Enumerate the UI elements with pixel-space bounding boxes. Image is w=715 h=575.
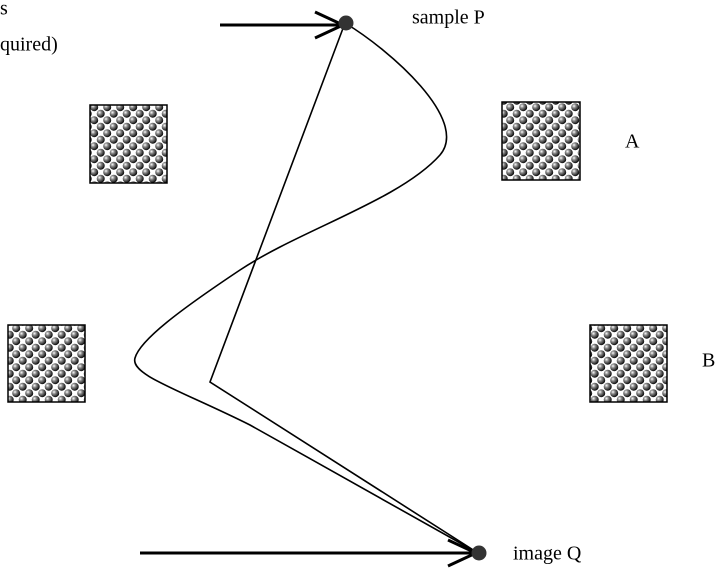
crystal	[7, 324, 86, 403]
point-dot	[338, 15, 354, 31]
straight-path	[209, 22, 479, 554]
point-label: image Q	[513, 543, 582, 565]
point-dot	[471, 545, 487, 561]
crystal	[89, 104, 168, 184]
point-label: sample P	[412, 7, 485, 29]
crystal	[501, 101, 581, 181]
arrows	[140, 10, 480, 568]
crystal-label: A	[625, 131, 640, 153]
crystal-blocks	[7, 101, 668, 403]
crystal	[589, 324, 668, 403]
note-text: quired)	[0, 34, 58, 56]
paths	[134, 22, 479, 554]
note-text: s	[0, 0, 8, 20]
crystal-label: B	[702, 350, 715, 372]
curved-path	[134, 22, 479, 554]
